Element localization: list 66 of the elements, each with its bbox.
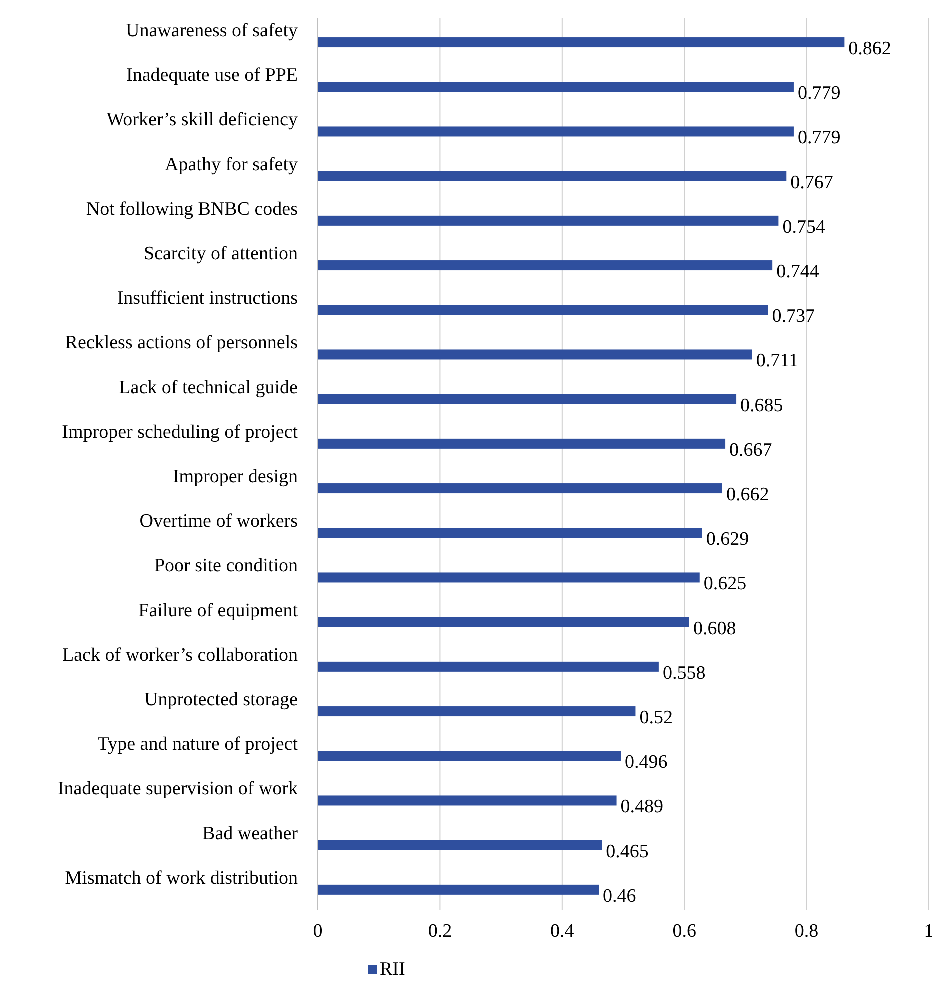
y-tick-label: Type and nature of project (98, 734, 299, 756)
data-label: 0.608 (693, 618, 736, 640)
x-tick-label: 0.4 (550, 921, 575, 942)
data-label: 0.662 (726, 484, 770, 506)
data-label: 0.711 (756, 350, 798, 372)
y-tick-label: Improper scheduling of project (62, 422, 299, 443)
bar (318, 82, 794, 92)
y-tick-label: Overtime of workers (140, 511, 298, 532)
bar (318, 484, 722, 494)
data-label: 0.667 (730, 440, 772, 461)
y-tick-label: Mismatch of work distribution (65, 868, 298, 889)
bar (318, 394, 737, 404)
bar (318, 216, 779, 226)
data-label: 0.744 (776, 262, 820, 283)
data-label: 0.754 (782, 216, 826, 238)
bar (318, 350, 752, 360)
data-label: 0.685 (740, 395, 784, 416)
data-label: 0.46 (603, 886, 636, 907)
y-tick-label: Inadequate supervision of work (58, 778, 298, 800)
y-tick-label: Improper design (172, 466, 298, 488)
y-tick-label: Worker’s skill deficiency (106, 110, 298, 131)
bar (318, 840, 602, 850)
bar (318, 126, 794, 137)
x-tick-label: 0.8 (794, 921, 819, 942)
y-tick-label: Bad weather (202, 823, 299, 844)
bar (318, 171, 787, 182)
data-label: 0.558 (662, 662, 706, 684)
legend-label: RII (380, 959, 406, 980)
y-tick-label: Scarcity of attention (144, 244, 298, 265)
data-label: 0.489 (620, 796, 664, 818)
y-tick-label: Insufficient instructions (117, 288, 298, 310)
bar (318, 572, 700, 583)
bar (318, 260, 773, 271)
x-tick-label: 0.6 (672, 921, 696, 942)
data-label: 0.52 (640, 708, 673, 729)
bar (318, 38, 845, 48)
x-tick-label: 0 (313, 921, 323, 942)
y-tick-label: Unawareness of safety (126, 20, 298, 42)
bar (318, 438, 726, 449)
data-label: 0.862 (848, 38, 892, 60)
data-label: 0.779 (798, 83, 841, 104)
y-tick-label: Inadequate use of PPE (126, 65, 298, 86)
bar (318, 751, 622, 762)
y-tick-label: Reckless actions of personnels (65, 332, 298, 354)
data-label: 0.779 (798, 128, 841, 149)
bar (318, 706, 636, 717)
y-tick-label: Poor site condition (154, 556, 298, 577)
x-tick-label: 0.2 (428, 921, 452, 942)
y-tick-label: Lack of worker’s collaboration (62, 644, 298, 666)
bar (318, 305, 768, 316)
bar (318, 884, 600, 895)
bar (318, 662, 659, 672)
y-tick-label: Lack of technical guide (119, 377, 298, 398)
data-label: 0.767 (790, 172, 834, 194)
y-tick-label: Failure of equipment (138, 600, 299, 622)
data-label: 0.625 (704, 574, 747, 595)
y-tick-label: Unprotected storage (144, 690, 298, 711)
bar (318, 796, 617, 806)
y-tick-label: Not following BNBC codes (86, 198, 298, 220)
data-label: 0.496 (625, 752, 668, 774)
bar (318, 617, 690, 628)
y-tick-label: Apathy for safety (165, 154, 298, 176)
data-label: 0.465 (606, 841, 649, 862)
data-label: 0.629 (706, 529, 750, 550)
data-label: 0.737 (772, 306, 816, 328)
bar (318, 528, 702, 538)
